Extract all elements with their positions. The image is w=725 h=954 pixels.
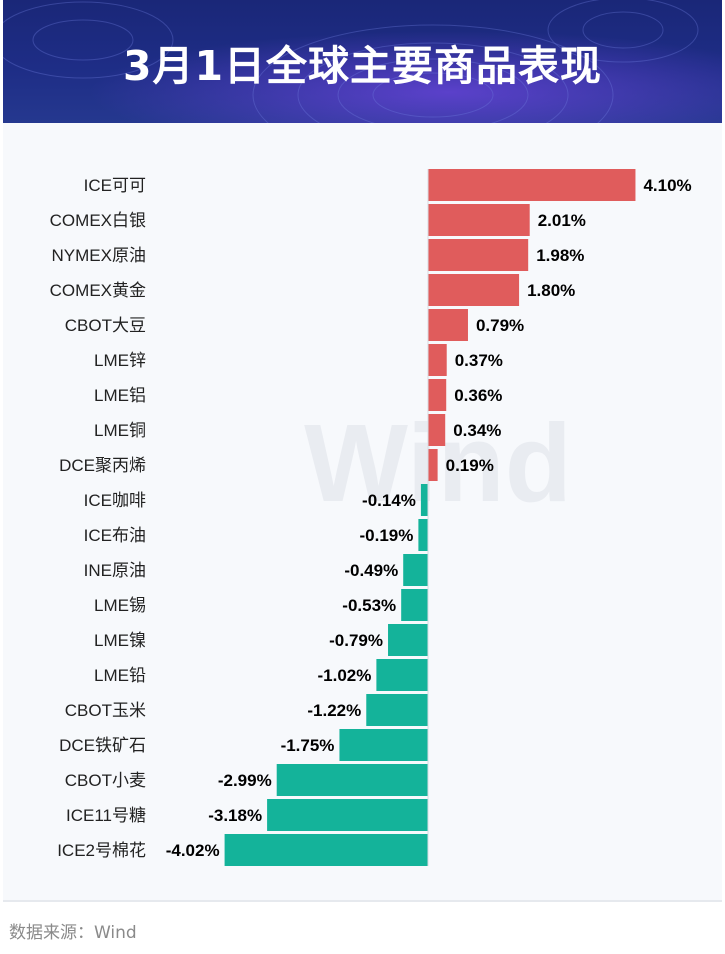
value-label: -0.79%: [329, 631, 383, 650]
category-label: DCE聚丙烯: [59, 456, 146, 475]
category-label: LME铜: [94, 421, 146, 440]
category-label: DCE铁矿石: [59, 736, 146, 755]
value-label: -0.19%: [360, 526, 414, 545]
bar-12: [403, 554, 428, 586]
category-label: CBOT大豆: [65, 316, 146, 335]
value-label: 4.10%: [643, 176, 691, 195]
category-label: ICE11号糖: [66, 806, 146, 825]
bar-9: [428, 449, 438, 481]
bar-4: [428, 274, 520, 306]
header-decoration: [3, 0, 722, 123]
bar-15: [376, 659, 428, 691]
value-label: 2.01%: [538, 211, 586, 230]
category-label: CBOT玉米: [65, 701, 146, 720]
category-label: ICE咖啡: [84, 491, 146, 510]
bar-1: [428, 169, 636, 201]
value-label: -3.18%: [208, 806, 262, 825]
value-label: 0.19%: [446, 456, 494, 475]
bar-19: [267, 799, 428, 831]
bar-11: [418, 519, 428, 551]
value-label: -0.53%: [342, 596, 396, 615]
bar-17: [339, 729, 428, 761]
data-source: 数据来源：Wind: [9, 923, 137, 943]
value-label: -0.49%: [344, 561, 398, 580]
value-label: 0.37%: [455, 351, 503, 370]
bar-18: [276, 764, 428, 796]
value-label: 1.98%: [536, 246, 584, 265]
bar-2: [428, 204, 530, 236]
category-label: ICE布油: [84, 526, 146, 545]
bar-10: [420, 484, 428, 516]
category-label: LME镍: [94, 631, 146, 650]
value-label: -4.02%: [166, 841, 220, 860]
bar-6: [428, 344, 447, 376]
value-label: 0.79%: [476, 316, 524, 335]
category-label: LME锌: [94, 351, 146, 370]
category-label: ICE2号棉花: [57, 841, 146, 860]
bar-16: [366, 694, 428, 726]
bar-3: [428, 239, 529, 271]
bar-8: [428, 414, 446, 446]
value-label: -0.14%: [362, 491, 416, 510]
value-label: -2.99%: [218, 771, 272, 790]
bar-5: [428, 309, 468, 341]
value-label: -1.75%: [281, 736, 335, 755]
category-label: COMEX白银: [50, 211, 146, 230]
category-label: LME铅: [94, 666, 146, 685]
value-label: 1.80%: [527, 281, 575, 300]
bar-13: [401, 589, 428, 621]
bar-20: [224, 834, 428, 866]
category-label: ICE可可: [84, 176, 146, 195]
value-label: -1.22%: [307, 701, 361, 720]
category-label: CBOT小麦: [65, 771, 146, 790]
value-label: -1.02%: [318, 666, 372, 685]
category-label: LME锡: [94, 596, 146, 615]
category-label: INE原油: [84, 561, 146, 580]
header-banner: 3月1日全球主要商品表现: [3, 0, 722, 123]
category-label: COMEX黄金: [50, 281, 146, 300]
bar-7: [428, 379, 447, 411]
category-label: NYMEX原油: [52, 246, 146, 265]
page-title: 3月1日全球主要商品表现: [122, 42, 603, 90]
category-label: LME铝: [94, 386, 146, 405]
chart-panel: Wind ICE可可 4.10% COMEX白银 2.01% NYMEX原油 1.98% CO…: [3, 123, 722, 902]
bar-14: [388, 624, 428, 656]
value-label: 0.34%: [453, 421, 501, 440]
value-label: 0.36%: [454, 386, 502, 405]
